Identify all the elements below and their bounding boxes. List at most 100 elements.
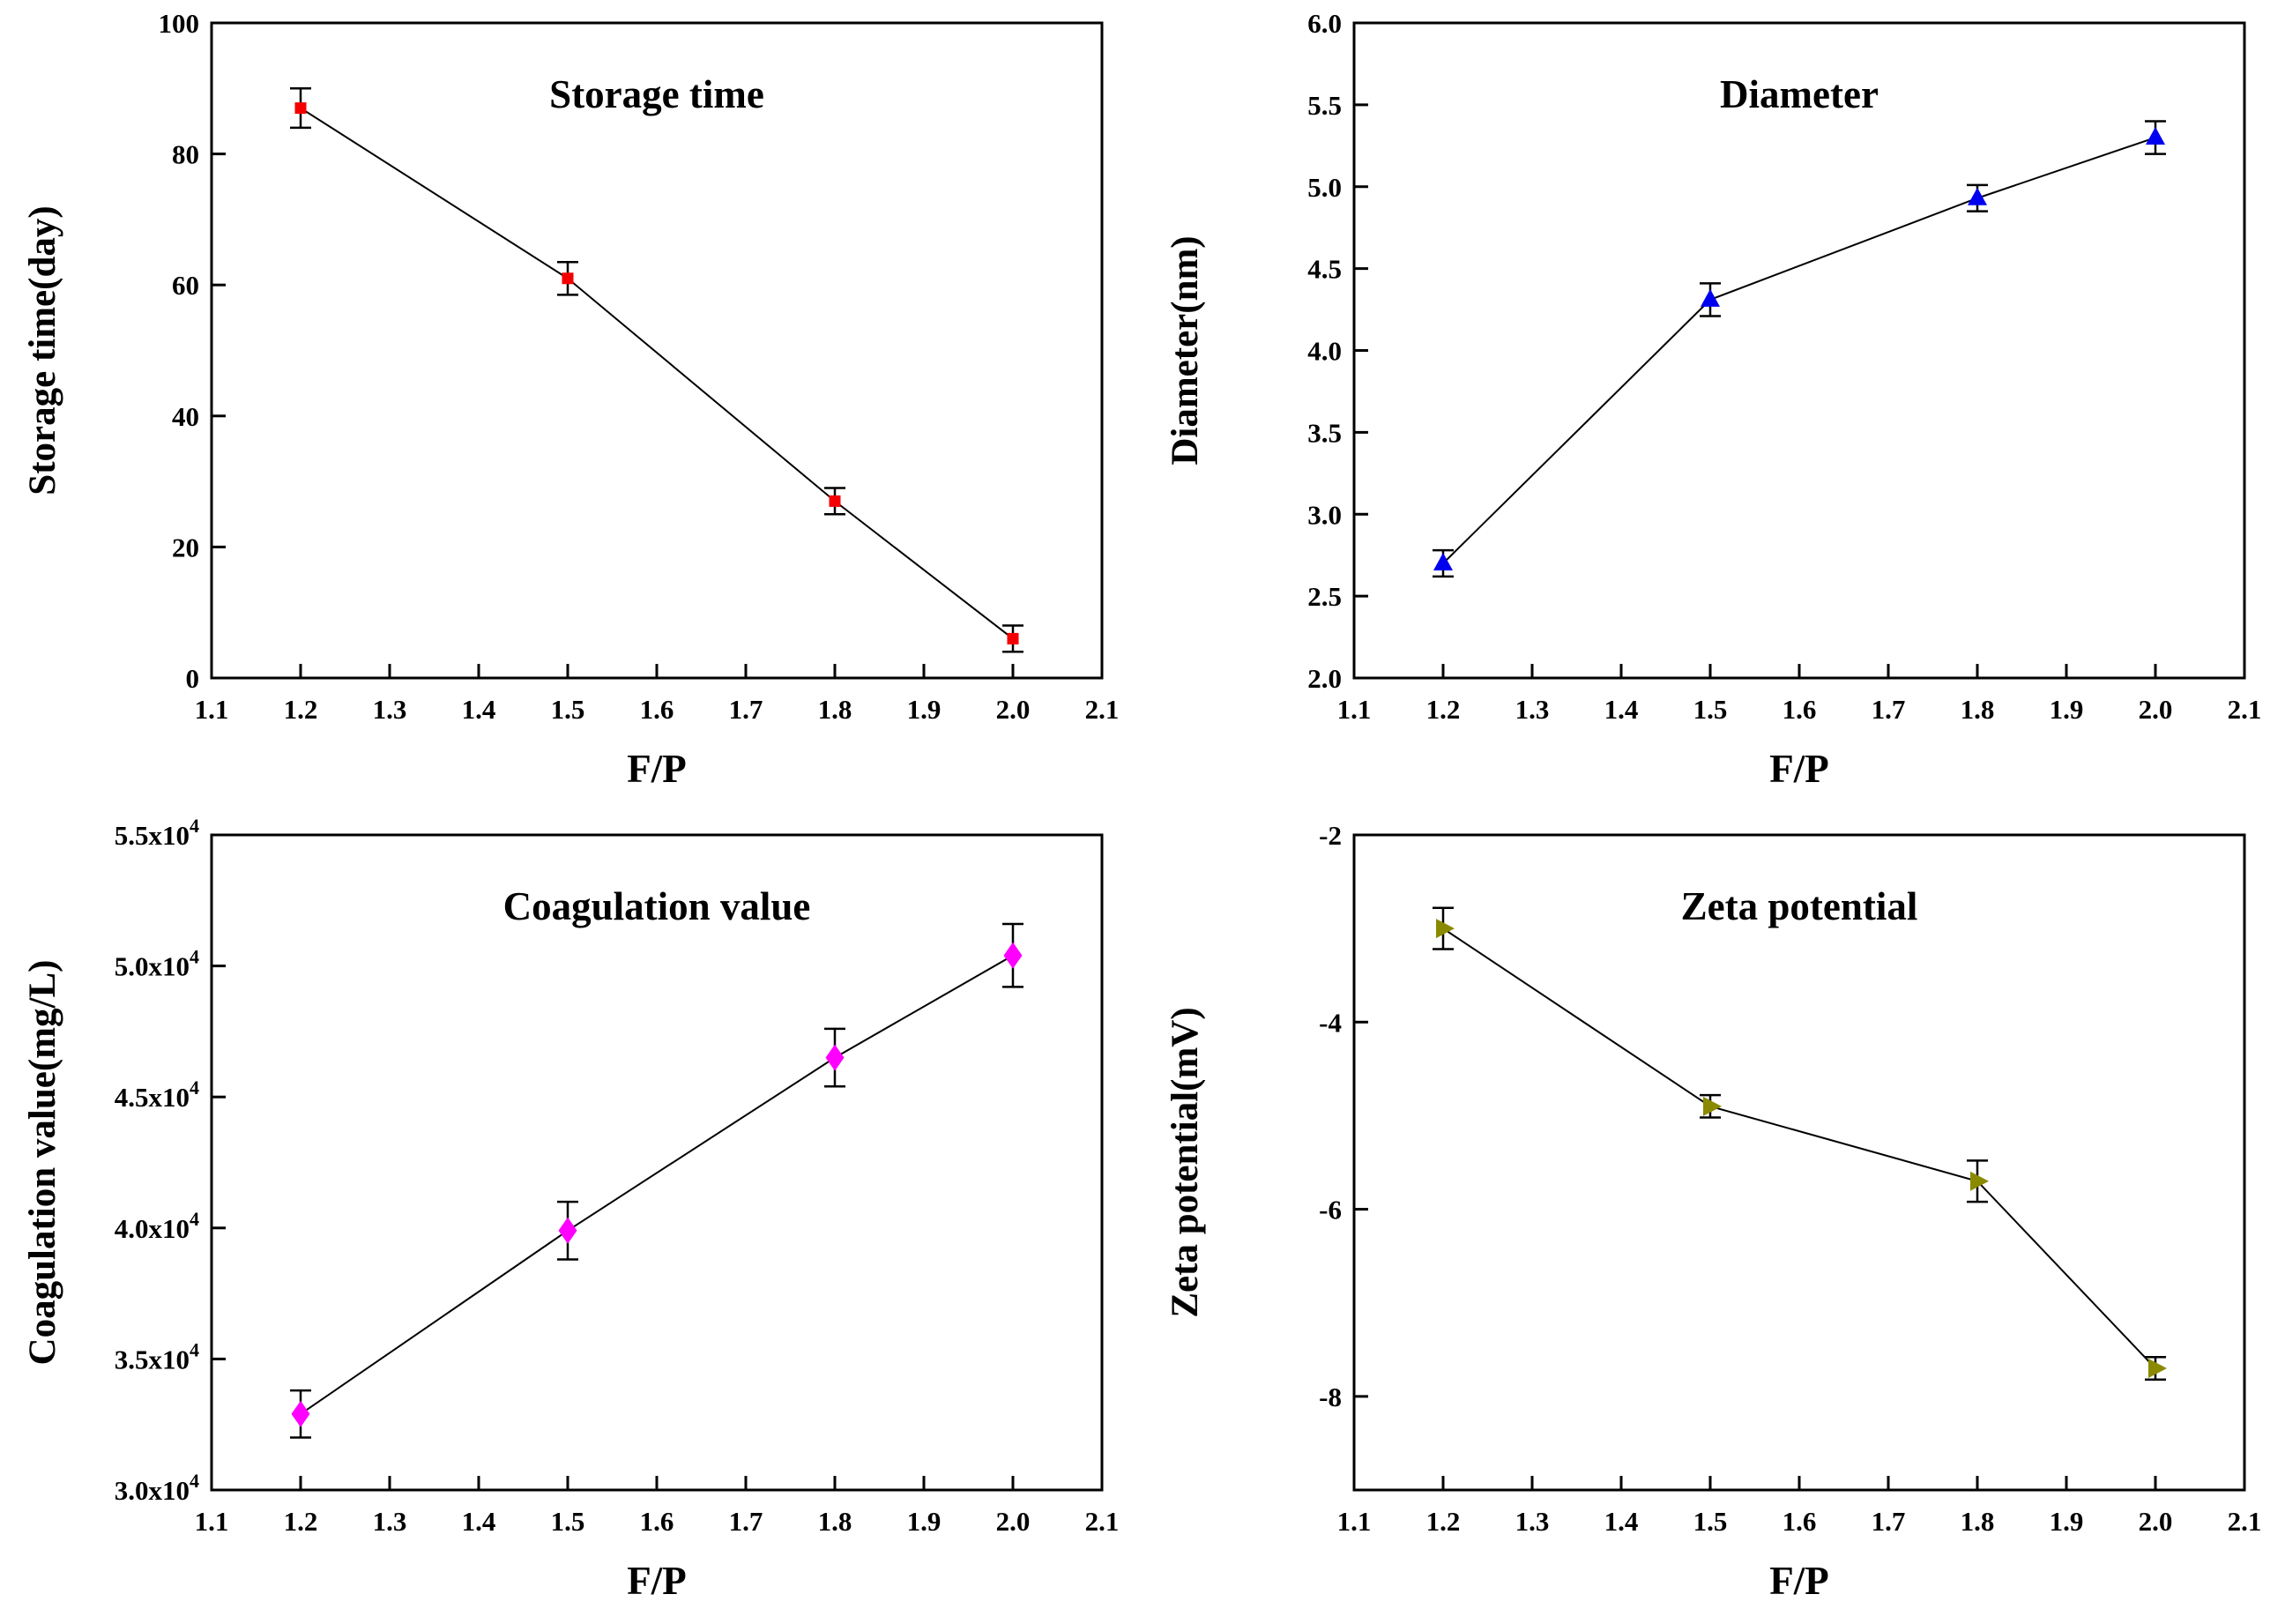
x-tick-label: 1.8	[818, 1506, 852, 1537]
data-point-marker	[1701, 288, 1720, 307]
x-tick-label: 1.7	[729, 1506, 763, 1537]
chart-title: Zeta potential	[1681, 884, 1918, 928]
data-point-marker	[562, 272, 574, 285]
plot-frame	[210, 833, 1104, 1492]
x-tick-label: 1.3	[373, 694, 407, 725]
chart-title: Storage time	[549, 72, 764, 116]
panel-coagulation-value: 1.1 1.2 1.3 1.4 1.5 1.6 1.7 1.8 1.9 2.0 2.1 3.0x104…	[0, 812, 1142, 1624]
y-tick-label: 3.0	[1307, 499, 1342, 530]
x-tick-label: 1.2	[284, 694, 318, 725]
x-tick-label: 1.2	[1426, 1506, 1461, 1537]
y-tick-label: -8	[1319, 1382, 1342, 1412]
data-point-marker	[2146, 127, 2165, 145]
y-tick-label: 3.0x104	[115, 1470, 199, 1506]
y-tick-label: 3.5	[1307, 417, 1342, 448]
y-tick-label: 3.5x104	[115, 1338, 199, 1374]
plot-frame	[1352, 21, 2246, 680]
data-point-marker	[2148, 1359, 2167, 1379]
panel-diameter: 1.1 1.2 1.3 1.4 1.5 1.6 1.7 1.8 1.9 2.0 2.1 2.0 2.5 3…	[1142, 0, 2285, 812]
chart-title: Diameter	[1720, 72, 1879, 116]
x-tick-label: 1.4	[1604, 1506, 1639, 1537]
y-tick-label: 80	[172, 139, 199, 170]
x-tick-label: 1.8	[818, 694, 852, 725]
panel-storage-time: 1.1 1.2 1.3 1.4 1.5 1.6 1.7 1.8 1.9 2.0 2.1 0 20 40 60…	[0, 0, 1142, 812]
x-tick-label: 1.1	[195, 1506, 229, 1537]
x-tick-label: 1.9	[2050, 694, 2084, 725]
x-tick-label: 1.4	[1604, 694, 1639, 725]
x-tick-label: 1.3	[1515, 1506, 1550, 1537]
x-tick-label: 1.6	[640, 694, 674, 725]
x-tick-label: 1.6	[1783, 1506, 1817, 1537]
data-point-marker	[1433, 552, 1453, 570]
y-tick-label: 5.0x104	[115, 946, 199, 982]
x-axis-label: F/P	[627, 1559, 686, 1603]
series-line	[300, 954, 1014, 1415]
data-point-marker	[1968, 187, 1987, 205]
x-tick-label: 1.5	[551, 694, 585, 725]
x-tick-label: 1.9	[907, 1506, 942, 1537]
y-tick-label: 20	[172, 532, 199, 562]
y-tick-label: 60	[172, 270, 199, 301]
chart-storage-time: 1.1 1.2 1.3 1.4 1.5 1.6 1.7 1.8 1.9 2.0 2.1 0 20 40 60…	[0, 0, 1142, 812]
data-point-marker	[1970, 1171, 1989, 1191]
y-axis-label: Zeta potential(mV)	[1165, 1007, 1206, 1317]
y-axis-label: Storage time(day)	[22, 205, 63, 495]
chart-coagulation-value: 1.1 1.2 1.3 1.4 1.5 1.6 1.7 1.8 1.9 2.0 2.1 3.0x104…	[0, 812, 1142, 1624]
x-tick-label: 1.7	[729, 694, 763, 725]
x-tick-label: 1.8	[1961, 694, 1995, 725]
x-tick-label: 1.8	[1961, 1506, 1995, 1537]
chart-title: Coagulation value	[503, 884, 811, 928]
y-tick-label: 4.0x104	[115, 1208, 199, 1244]
data-point-marker	[825, 1044, 845, 1071]
x-tick-label: 1.9	[2050, 1506, 2084, 1537]
x-tick-label: 2.1	[2228, 1506, 2262, 1537]
chart-zeta-potential: 1.1 1.2 1.3 1.4 1.5 1.6 1.7 1.8 1.9 2.0 2.1 -8 -6 -4 -…	[1142, 812, 2285, 1624]
data-point-marker	[294, 102, 307, 115]
y-tick-label: 4.5x104	[115, 1076, 199, 1113]
x-tick-label: 1.3	[373, 1506, 407, 1537]
series-line	[300, 107, 1014, 640]
y-axis-label: Diameter(nm)	[1165, 235, 1206, 465]
data-point-marker	[1703, 1096, 1722, 1116]
x-tick-label: 1.6	[640, 1506, 674, 1537]
x-tick-label: 2.1	[2228, 694, 2262, 725]
y-tick-label: -6	[1319, 1195, 1342, 1225]
x-tick-label: 1.5	[551, 1506, 585, 1537]
y-tick-label: 4.5	[1307, 254, 1342, 285]
y-tick-label: 5.5x104	[115, 815, 199, 851]
data-point-marker	[291, 1400, 310, 1427]
y-tick-label: 100	[159, 8, 200, 39]
x-axis-label: F/P	[627, 747, 686, 791]
x-tick-label: 2.0	[2139, 694, 2173, 725]
x-tick-label: 2.1	[1085, 694, 1120, 725]
x-tick-label: 1.9	[907, 694, 942, 725]
x-tick-label: 2.0	[2139, 1506, 2173, 1537]
x-tick-label: 1.7	[1872, 1506, 1906, 1537]
data-point-marker	[1007, 632, 1019, 644]
series-line	[1442, 137, 2156, 564]
x-tick-label: 1.5	[1693, 694, 1728, 725]
plot-frame	[1352, 833, 2246, 1492]
x-axis-label: F/P	[1769, 1559, 1828, 1603]
data-point-marker	[1003, 942, 1023, 969]
y-tick-label: 5.5	[1307, 90, 1342, 121]
x-tick-label: 1.5	[1693, 1506, 1728, 1537]
chart-diameter: 1.1 1.2 1.3 1.4 1.5 1.6 1.7 1.8 1.9 2.0 2.1 2.0 2.5 3…	[1142, 0, 2285, 812]
x-tick-label: 1.1	[1337, 1506, 1372, 1537]
series-line	[1442, 927, 2156, 1369]
plot-frame	[210, 21, 1104, 680]
x-tick-label: 2.1	[1085, 1506, 1120, 1537]
x-tick-label: 2.0	[996, 1506, 1031, 1537]
y-tick-label: 0	[186, 663, 200, 694]
panel-zeta-potential: 1.1 1.2 1.3 1.4 1.5 1.6 1.7 1.8 1.9 2.0 2.1 -8 -6 -4 -…	[1142, 812, 2285, 1624]
y-tick-label: 2.0	[1307, 663, 1342, 694]
data-point-marker	[829, 495, 841, 507]
x-tick-label: 1.1	[195, 694, 229, 725]
x-tick-label: 1.2	[1426, 694, 1461, 725]
x-tick-label: 1.2	[284, 1506, 318, 1537]
x-tick-label: 1.4	[462, 694, 496, 725]
y-tick-label: 40	[172, 401, 199, 432]
x-tick-label: 1.6	[1783, 694, 1817, 725]
y-tick-label: 5.0	[1307, 172, 1342, 203]
